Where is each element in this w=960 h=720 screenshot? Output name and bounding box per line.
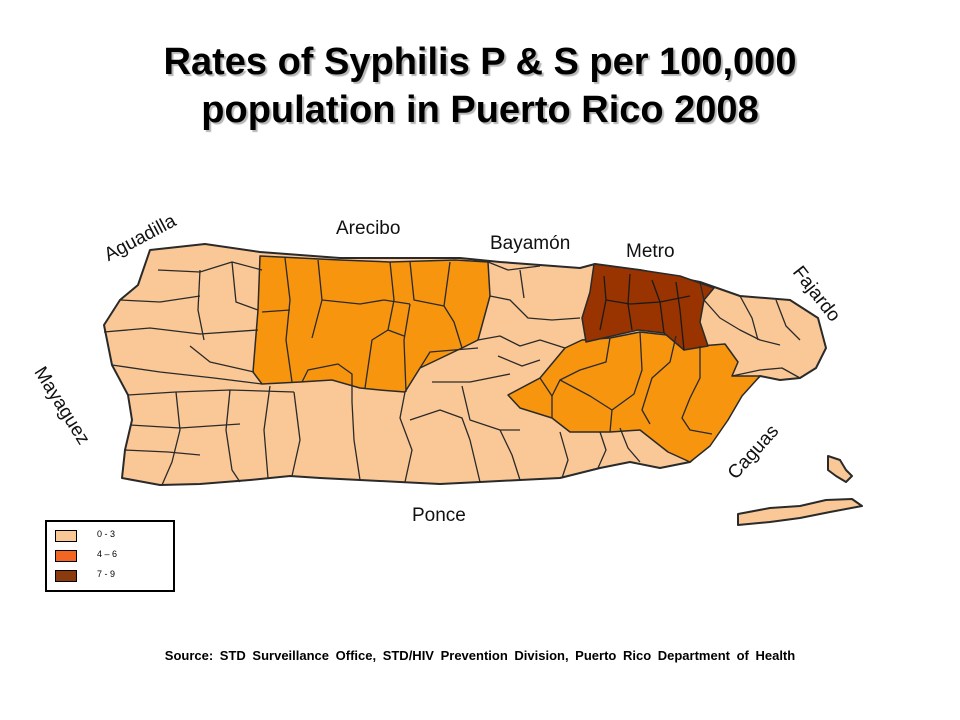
culebra-island <box>827 455 853 483</box>
municipality-borders <box>103 261 801 486</box>
region-label-arecibo: Arecibo <box>336 218 401 239</box>
mid-region-borders <box>261 257 713 435</box>
legend-label: 0 - 3 <box>97 529 116 539</box>
map-title-line-2: population in Puerto Rico 2008 <box>201 89 759 131</box>
legend-label: 7 - 9 <box>97 569 116 579</box>
map-title: Rates of Syphilis P & S per 100,000 popu… <box>0 38 960 134</box>
region-label-bayamon: Bayamón <box>490 233 571 254</box>
legend-swatch <box>55 570 77 582</box>
map-legend: 0 - 3 4 – 6 7 - 9 <box>45 520 175 592</box>
region-label-metro: Metro <box>626 241 675 262</box>
legend-swatch <box>55 530 77 542</box>
map-title-line-1: Rates of Syphilis P & S per 100,000 <box>163 41 797 83</box>
metro-borders <box>599 273 691 351</box>
legend-swatch <box>55 550 77 562</box>
region-label-ponce: Ponce <box>412 505 466 526</box>
vieques-island <box>737 498 863 526</box>
source-note: Source: STD Surveillance Office, STD/HIV… <box>164 648 796 663</box>
legend-label: 4 – 6 <box>97 549 118 559</box>
